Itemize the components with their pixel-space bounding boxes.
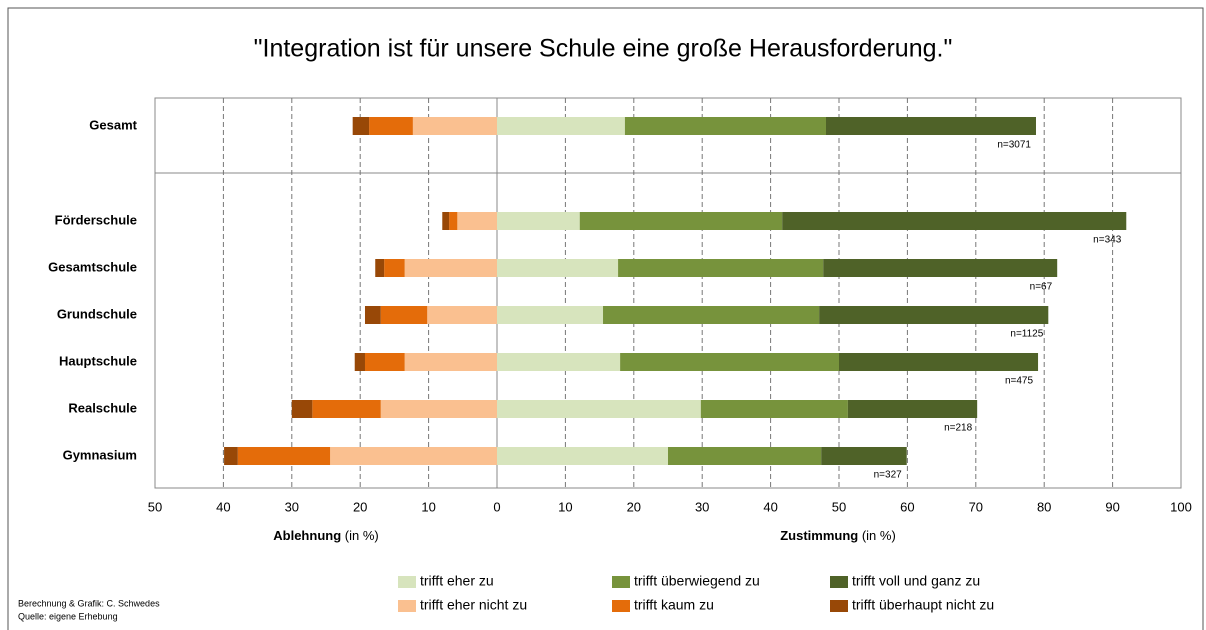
- legend-swatch: [398, 576, 416, 588]
- x-tick-label: 20: [627, 499, 641, 514]
- bar-segment: [412, 117, 497, 135]
- bar-segment: [237, 447, 331, 465]
- bar-segment: [624, 117, 827, 135]
- legend-label: trifft kaum zu: [634, 597, 714, 613]
- bar-segment: [449, 212, 458, 230]
- bar-segment: [603, 306, 820, 324]
- bar-segment: [364, 306, 381, 324]
- legend-label: trifft eher zu: [420, 573, 494, 589]
- x-axis-label-unit: (in %): [345, 528, 379, 543]
- bar-segment: [497, 212, 580, 230]
- n-label: n=218: [944, 423, 973, 434]
- source-note: Berechnung & Grafik: C. Schwedes: [18, 598, 160, 608]
- legend-label: trifft voll und ganz zu: [852, 573, 980, 589]
- bar-segment: [364, 353, 405, 371]
- bar-segment: [821, 447, 907, 465]
- bar-segment: [291, 400, 313, 418]
- x-tick-label: 50: [148, 499, 162, 514]
- x-tick-label: 70: [969, 499, 983, 514]
- x-tick-label: 10: [421, 499, 435, 514]
- bar-segment: [404, 353, 497, 371]
- legend-swatch: [612, 600, 630, 612]
- x-tick-label: 90: [1105, 499, 1119, 514]
- n-label: n=3071: [997, 140, 1031, 151]
- y-tick-label: Grundschule: [57, 306, 137, 321]
- x-tick-label: 10: [558, 499, 572, 514]
- legend-swatch: [830, 576, 848, 588]
- bar-segment: [497, 259, 619, 277]
- n-label: n=343: [1093, 235, 1122, 246]
- x-axis-label-bold: Zustimmung: [780, 528, 858, 543]
- x-tick-label: 40: [216, 499, 230, 514]
- bar-segment: [312, 400, 381, 418]
- bar-segment: [442, 212, 450, 230]
- x-tick-label: 50: [832, 499, 846, 514]
- bar-segment: [369, 117, 413, 135]
- bar-segment: [330, 447, 497, 465]
- x-tick-label: 0: [493, 499, 500, 514]
- bar-segment: [497, 117, 625, 135]
- n-label: n=327: [874, 470, 903, 481]
- n-label: n=1125: [1010, 329, 1043, 340]
- bar-segment: [819, 306, 1049, 324]
- bar-segment: [224, 447, 238, 465]
- y-tick-label: Förderschule: [55, 212, 137, 227]
- bar-segment: [352, 117, 370, 135]
- chart-title: "Integration ist für unsere Schule eine …: [254, 35, 953, 63]
- bar-segment: [497, 400, 701, 418]
- legend-label: trifft überhaupt nicht zu: [852, 597, 994, 613]
- bar-segment: [579, 212, 783, 230]
- bar-segment: [618, 259, 824, 277]
- bar-segment: [782, 212, 1127, 230]
- bar-segment: [354, 353, 365, 371]
- bar-segment: [384, 259, 405, 277]
- bar-segment: [380, 306, 428, 324]
- y-tick-label: Gesamt: [89, 117, 137, 132]
- x-tick-label: 30: [695, 499, 709, 514]
- x-tick-label: 100: [1170, 499, 1192, 514]
- x-axis-label-left: Ablehnung (in %): [273, 528, 378, 543]
- bar-segment: [826, 117, 1036, 135]
- bar-segment: [375, 259, 385, 277]
- x-tick-label: 80: [1037, 499, 1051, 514]
- bar-segment: [839, 353, 1039, 371]
- bar-segment: [457, 212, 497, 230]
- bar-segment: [823, 259, 1058, 277]
- n-label: n=67: [1030, 282, 1053, 293]
- y-tick-label: Gesamtschule: [48, 259, 137, 274]
- legend-swatch: [612, 576, 630, 588]
- y-tick-label: Realschule: [68, 400, 137, 415]
- x-tick-label: 40: [763, 499, 777, 514]
- bar-segment: [620, 353, 839, 371]
- legend-label: trifft überwiegend zu: [634, 573, 760, 589]
- x-tick-label: 30: [285, 499, 299, 514]
- bar-segment: [497, 306, 604, 324]
- bar-segment: [497, 447, 668, 465]
- bar-segment: [380, 400, 497, 418]
- source-note: Quelle: eigene Erhebung: [18, 611, 118, 621]
- bar-segment: [700, 400, 848, 418]
- bar-segment: [668, 447, 822, 465]
- y-tick-label: Hauptschule: [59, 353, 137, 368]
- bar-segment: [404, 259, 497, 277]
- plot-frame: [154, 97, 1182, 489]
- bar-segment: [497, 353, 621, 371]
- legend-swatch: [830, 600, 848, 612]
- bar-segment: [427, 306, 497, 324]
- bar-segment: [847, 400, 978, 418]
- y-tick-label: Gymnasium: [63, 447, 137, 462]
- x-tick-label: 60: [900, 499, 914, 514]
- legend-swatch: [398, 600, 416, 612]
- x-axis-label-bold: Ablehnung: [273, 528, 341, 543]
- x-axis-label-right: Zustimmung (in %): [780, 528, 896, 543]
- x-tick-label: 20: [353, 499, 367, 514]
- legend-label: trifft eher nicht zu: [420, 597, 527, 613]
- x-axis-label-unit: (in %): [862, 528, 896, 543]
- n-label: n=475: [1005, 376, 1034, 387]
